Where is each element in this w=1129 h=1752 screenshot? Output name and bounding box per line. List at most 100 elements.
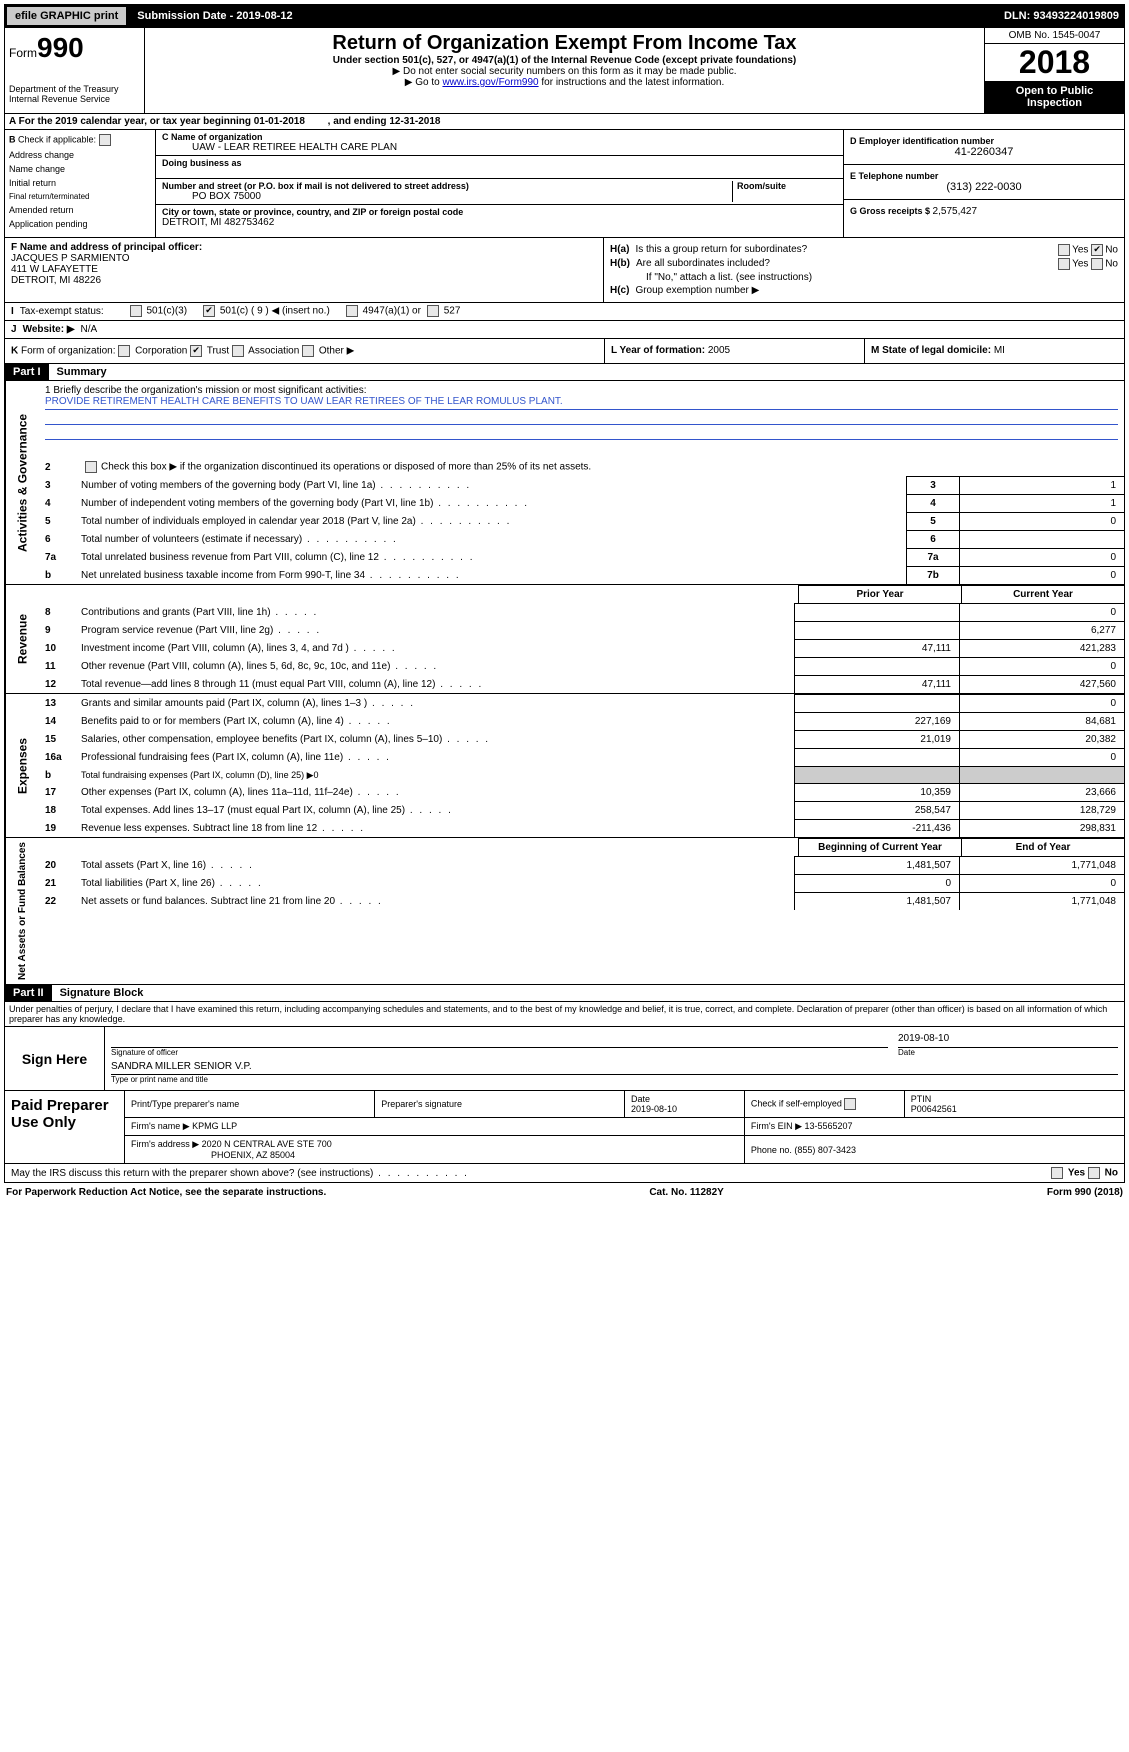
- org-name: UAW - LEAR RETIREE HEALTH CARE PLAN: [162, 142, 837, 153]
- begin-year-hdr: Beginning of Current Year: [799, 839, 962, 857]
- page-footer: For Paperwork Reduction Act Notice, see …: [4, 1183, 1125, 1202]
- checkbox-column: B Check if applicable: Address change Na…: [5, 130, 155, 237]
- checkbox-icon[interactable]: [302, 345, 314, 357]
- penalty-statement: Under penalties of perjury, I declare th…: [4, 1002, 1125, 1027]
- table-row: 19 Revenue less expenses. Subtract line …: [39, 820, 1124, 838]
- efile-label: efile GRAPHIC print: [6, 6, 127, 26]
- current-year-hdr: Current Year: [962, 586, 1125, 604]
- expenses-tab: Expenses: [5, 694, 39, 837]
- table-row: 8 Contributions and grants (Part VIII, l…: [39, 604, 1124, 622]
- form-title-block: Return of Organization Exempt From Incom…: [145, 28, 984, 113]
- checkbox-icon[interactable]: [85, 461, 97, 473]
- officer-group-section: F Name and address of principal officer:…: [4, 238, 1125, 303]
- paid-preparer-label: Paid Preparer Use Only: [5, 1091, 125, 1163]
- table-row: 22 Net assets or fund balances. Subtract…: [39, 893, 1124, 911]
- city-label: City or town, state or province, country…: [162, 207, 837, 217]
- checkbox-icon[interactable]: [118, 345, 130, 357]
- dept-label: Department of the Treasury: [9, 84, 140, 94]
- form-number: 990: [37, 32, 84, 63]
- checkbox-icon[interactable]: [1091, 244, 1103, 256]
- firm-phone: (855) 807-3423: [794, 1145, 856, 1155]
- irs-label: Internal Revenue Service: [9, 94, 140, 104]
- checkbox-icon[interactable]: [1051, 1167, 1063, 1179]
- table-row: 14 Benefits paid to or for members (Part…: [39, 713, 1124, 731]
- opt-amended: Amended return: [9, 205, 151, 215]
- form-subtitle-1: Under section 501(c), 527, or 4947(a)(1)…: [149, 55, 980, 66]
- checkbox-icon[interactable]: [1058, 258, 1070, 270]
- opt-final-return: Final return/terminated: [9, 192, 151, 201]
- phone-value: (313) 222-0030: [850, 181, 1118, 193]
- paid-preparer-block: Paid Preparer Use Only Print/Type prepar…: [4, 1091, 1125, 1164]
- checkbox-icon[interactable]: [130, 305, 142, 317]
- table-row: 10 Investment income (Part VIII, column …: [39, 640, 1124, 658]
- form-header: Form990 Department of the Treasury Inter…: [4, 28, 1125, 114]
- mission-label: 1 Briefly describe the organization's mi…: [45, 385, 1118, 396]
- firm-name: KPMG LLP: [192, 1121, 237, 1131]
- firm-addr1: 2020 N CENTRAL AVE STE 700: [202, 1139, 332, 1149]
- signer-name: SANDRA MILLER SENIOR V.P.: [111, 1061, 1118, 1075]
- mission-text: PROVIDE RETIREMENT HEALTH CARE BENEFITS …: [45, 396, 1118, 410]
- opt-initial-return: Initial return: [9, 178, 151, 188]
- website-row: J Website: ▶ N/A: [4, 321, 1125, 339]
- checkbox-icon[interactable]: [99, 134, 111, 146]
- officer-block: F Name and address of principal officer:…: [5, 238, 604, 302]
- org-form-row: K Form of organization: Corporation Trus…: [4, 339, 1125, 364]
- website-value: N/A: [81, 324, 98, 335]
- governance-block: Activities & Governance 1 Briefly descri…: [4, 381, 1125, 585]
- form-prefix: Form: [9, 46, 37, 60]
- revenue-tab: Revenue: [5, 585, 39, 693]
- table-row: 16a Professional fundraising fees (Part …: [39, 749, 1124, 767]
- part-1-header: Part I Summary: [4, 364, 1125, 381]
- netassets-block: Net Assets or Fund Balances Beginning of…: [4, 838, 1125, 985]
- firm-ein: 13-5565207: [805, 1121, 853, 1131]
- discuss-text: May the IRS discuss this return with the…: [11, 1168, 469, 1179]
- ptin-value: P00642561: [911, 1104, 957, 1114]
- form-identity: Form990 Department of the Treasury Inter…: [5, 28, 145, 113]
- opt-pending: Application pending: [9, 219, 151, 229]
- checkbox-icon[interactable]: [844, 1098, 856, 1110]
- checkbox-icon[interactable]: [427, 305, 439, 317]
- expenses-block: Expenses 13 Grants and similar amounts p…: [4, 694, 1125, 838]
- irs-link[interactable]: www.irs.gov/Form990: [442, 77, 538, 88]
- part-2-header: Part II Signature Block: [4, 985, 1125, 1002]
- table-row: 15 Salaries, other compensation, employe…: [39, 731, 1124, 749]
- table-row: b Net unrelated business taxable income …: [39, 567, 1124, 585]
- checkbox-icon[interactable]: [232, 345, 244, 357]
- domicile-state: MI: [994, 345, 1005, 356]
- checkbox-icon[interactable]: [1058, 244, 1070, 256]
- street-address: PO BOX 75000: [162, 191, 732, 202]
- table-row: b Total fundraising expenses (Part IX, c…: [39, 767, 1124, 784]
- checkbox-icon[interactable]: [1091, 258, 1103, 270]
- officer-addr2: DETROIT, MI 48226: [11, 275, 101, 286]
- table-row: 6 Total number of volunteers (estimate i…: [39, 531, 1124, 549]
- checkbox-icon[interactable]: [190, 345, 202, 357]
- discuss-row: May the IRS discuss this return with the…: [4, 1164, 1125, 1183]
- table-row: 9 Program service revenue (Part VIII, li…: [39, 622, 1124, 640]
- sign-here-block: Sign Here Signature of officer 2019-08-1…: [4, 1027, 1125, 1091]
- inspection-label: Open to Public Inspection: [985, 81, 1124, 113]
- officer-addr1: 411 W LAFAYETTE: [11, 264, 98, 275]
- table-row: 20 Total assets (Part X, line 16) 1,481,…: [39, 857, 1124, 875]
- form-year-block: OMB No. 1545-0047 2018 Open to Public In…: [984, 28, 1124, 113]
- dba-label: Doing business as: [162, 158, 837, 168]
- prior-year-hdr: Prior Year: [799, 586, 962, 604]
- checkbox-icon[interactable]: [346, 305, 358, 317]
- gross-value: 2,575,427: [933, 206, 978, 217]
- checkbox-icon[interactable]: [1088, 1167, 1100, 1179]
- table-row: 11 Other revenue (Part VIII, column (A),…: [39, 658, 1124, 676]
- form-version: Form 990 (2018): [1047, 1187, 1123, 1198]
- form-title: Return of Organization Exempt From Incom…: [149, 32, 980, 55]
- cat-no: Cat. No. 11282Y: [649, 1187, 723, 1198]
- omb-label: OMB No. 1545-0047: [985, 28, 1124, 44]
- name-address-column: C Name of organization UAW - LEAR RETIRE…: [155, 130, 844, 237]
- room-label: Room/suite: [737, 181, 837, 191]
- sign-date: 2019-08-10: [898, 1033, 1118, 1047]
- prep-date: 2019-08-10: [631, 1104, 677, 1114]
- table-row: 3 Number of voting members of the govern…: [39, 477, 1124, 495]
- table-row: 18 Total expenses. Add lines 13–17 (must…: [39, 802, 1124, 820]
- group-return-block: H(a) Is this a group return for subordin…: [604, 238, 1124, 302]
- name-title-label: Type or print name and title: [111, 1075, 1118, 1084]
- checkbox-icon[interactable]: [203, 305, 215, 317]
- opt-address-change: Address change: [9, 150, 151, 160]
- netassets-tab: Net Assets or Fund Balances: [5, 838, 39, 984]
